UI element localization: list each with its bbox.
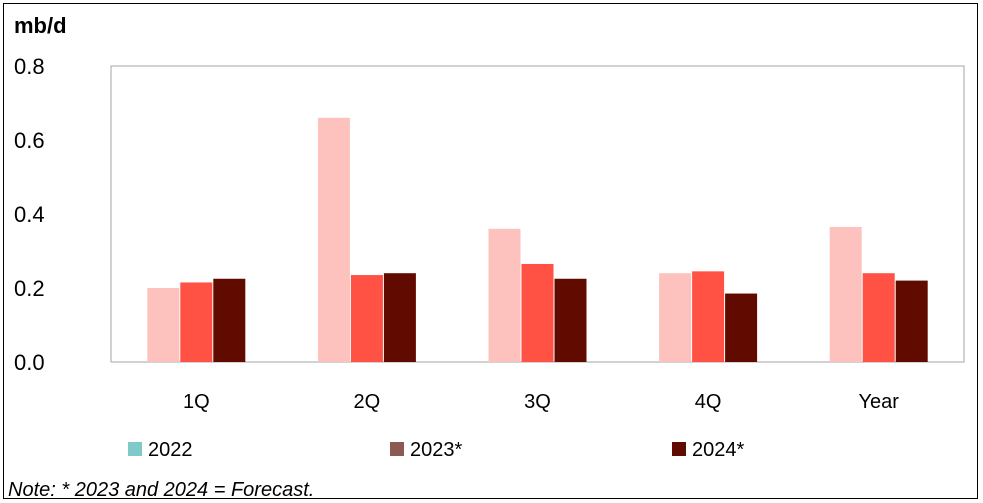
bar	[383, 273, 416, 362]
bar	[659, 273, 692, 362]
y-axis-ticks: 0.0 0.2 0.4 0.6 0.8	[14, 54, 45, 375]
bar	[692, 271, 725, 362]
bar	[554, 278, 587, 362]
x-category-label: 1Q	[183, 391, 210, 413]
x-category-label: 4Q	[695, 391, 722, 413]
legend-swatch	[128, 442, 142, 456]
legend-label: 2024*	[692, 439, 744, 461]
bar	[895, 280, 928, 362]
bar	[213, 278, 246, 362]
legend-swatch	[390, 442, 404, 456]
legend-label: 2022	[148, 439, 193, 461]
footnote: Note: * 2023 and 2024 = Forecast.	[8, 479, 314, 501]
y-tick-label: 0.6	[14, 128, 45, 153]
bar	[862, 273, 895, 362]
bars-group	[147, 117, 928, 362]
bar	[180, 282, 213, 362]
y-unit-label: mb/d	[14, 13, 67, 38]
bar	[521, 263, 554, 362]
y-tick-label: 0.8	[14, 54, 45, 79]
x-category-label: Year	[858, 391, 899, 413]
bar	[725, 293, 758, 362]
x-category-label: 3Q	[524, 391, 551, 413]
legend-swatch	[672, 442, 686, 456]
bar	[317, 117, 350, 362]
bar	[147, 288, 180, 362]
y-tick-label: 0.4	[14, 202, 45, 227]
legend: 2022 2023* 2024*	[128, 439, 744, 461]
x-axis-categories: 1Q 2Q 3Q 4Q Year	[183, 391, 899, 413]
x-category-label: 2Q	[354, 391, 381, 413]
y-tick-label: 0.2	[14, 276, 45, 301]
y-tick-label: 0.0	[14, 350, 45, 375]
bar	[829, 226, 862, 362]
bar	[350, 275, 383, 362]
bar	[488, 228, 521, 362]
legend-label: 2023*	[410, 439, 462, 461]
